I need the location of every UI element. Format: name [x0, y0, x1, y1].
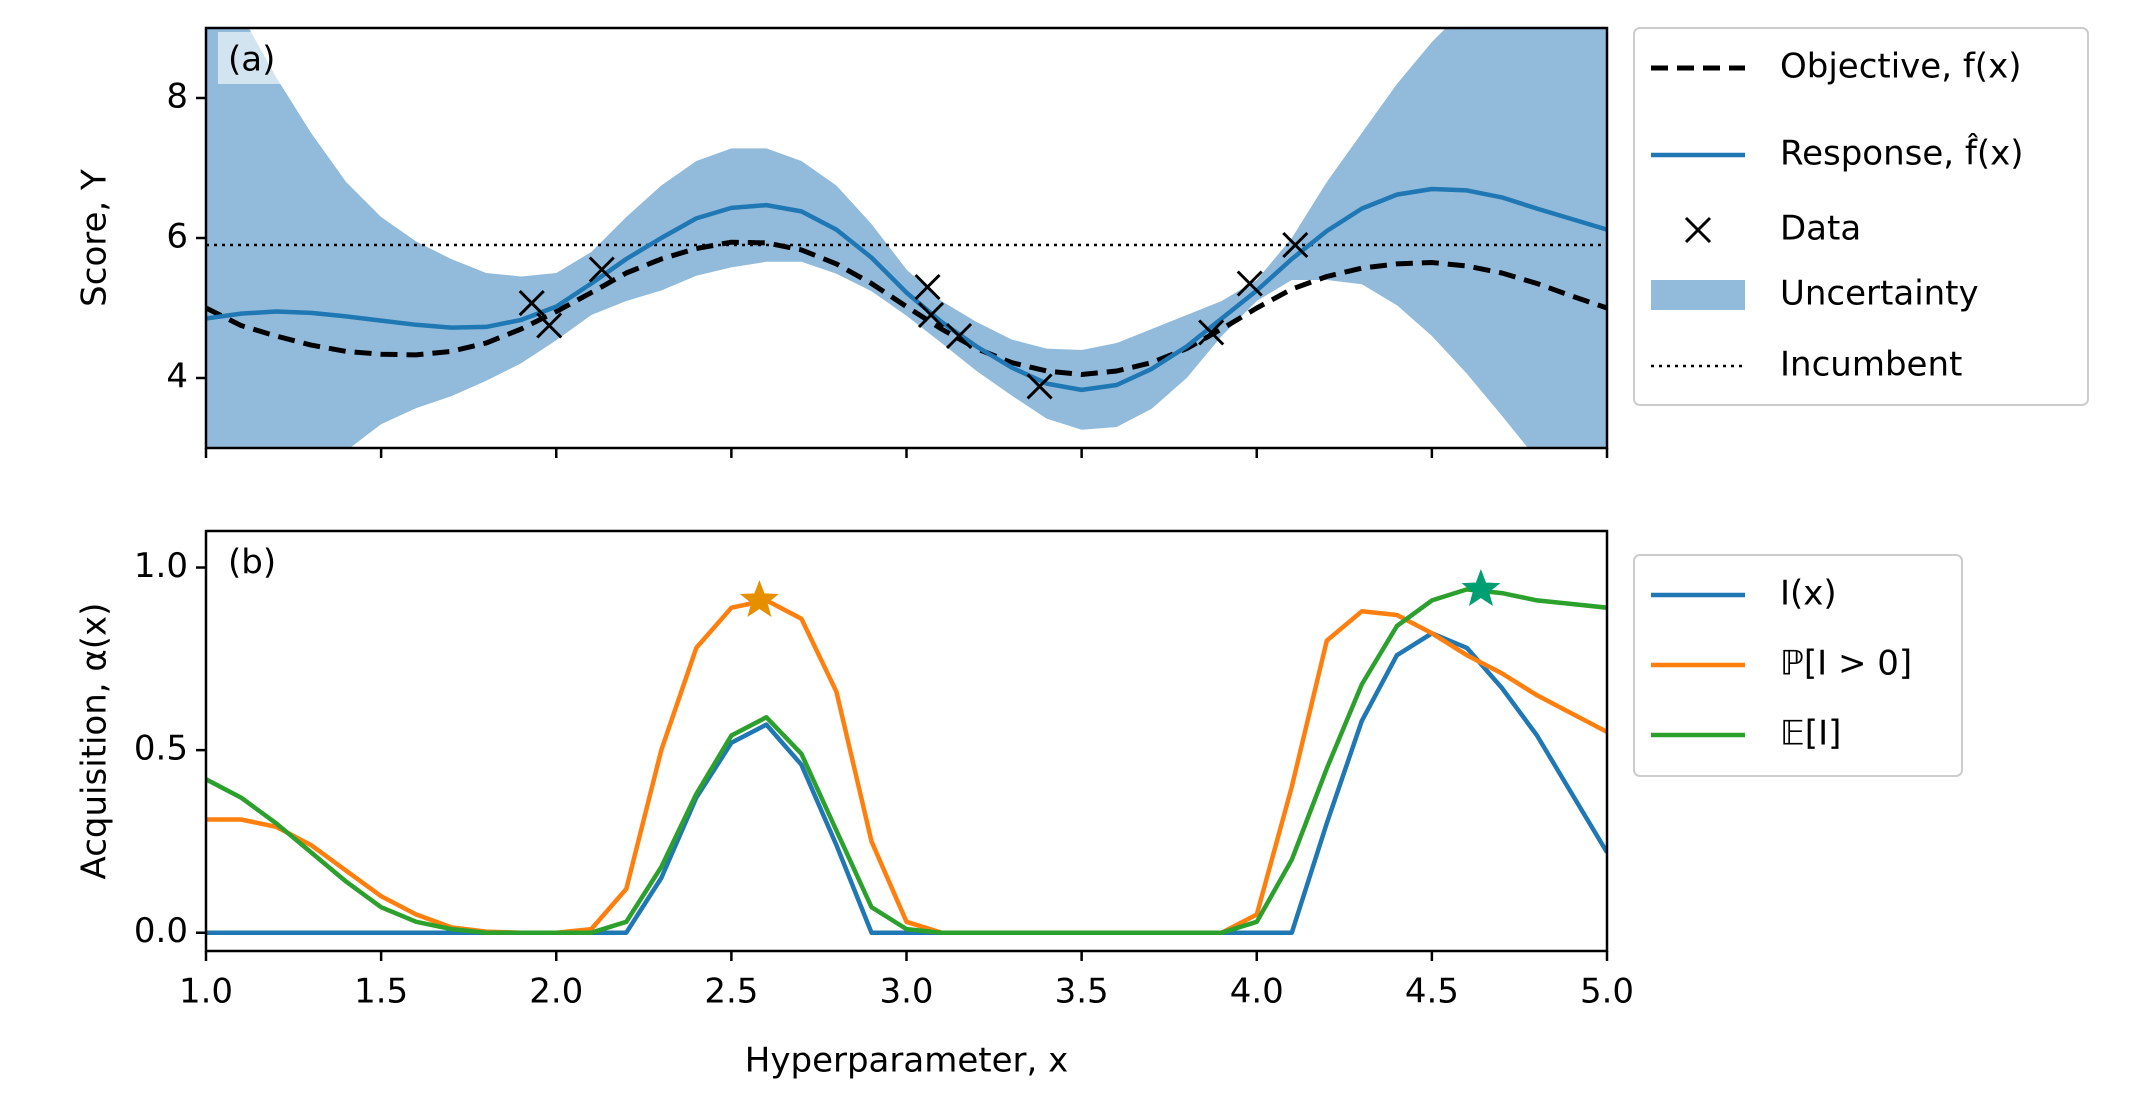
legend-box	[1633, 27, 2089, 406]
x-tick-label: 3.5	[1055, 972, 1109, 1012]
x-tick-label: 5.0	[1580, 972, 1634, 1012]
series-line	[206, 587, 1607, 935]
series-line	[206, 631, 1607, 935]
legend-handle	[1684, 216, 1712, 244]
series-line	[206, 239, 1607, 377]
legend-label: Objective, f(x)	[1780, 47, 2021, 87]
uncertainty-band	[206, 28, 1607, 448]
legend-box	[1633, 554, 1963, 777]
x-tick-label: 4.5	[1405, 972, 1459, 1012]
series-line	[206, 186, 1607, 393]
data-point	[1198, 319, 1225, 346]
panel-label-box	[218, 535, 288, 587]
panel-label-box	[218, 32, 288, 84]
data-point	[914, 273, 941, 301]
y-tick-label: 6	[166, 217, 188, 257]
data-point	[917, 301, 945, 329]
y-tick-label: 8	[166, 77, 188, 117]
maximum-star	[1461, 568, 1501, 606]
maximum-star	[739, 579, 779, 617]
y-axis-label: Acquisition, α(x)	[75, 603, 115, 880]
y-axis-label: Score, Y	[75, 169, 115, 307]
legend-label: Uncertainty	[1780, 274, 1979, 314]
data-point	[1282, 231, 1309, 259]
data-point	[588, 256, 615, 283]
legend-label: I(x)	[1780, 574, 1837, 614]
series-line	[206, 598, 1607, 935]
data-point	[518, 290, 545, 317]
x-tick-label: 2.5	[704, 972, 758, 1012]
legend-label: Incumbent	[1780, 345, 1962, 385]
x-tick-label: 1.5	[354, 972, 408, 1012]
plot-area	[206, 587, 1607, 935]
data-point	[1236, 270, 1263, 297]
panel-label: (b)	[228, 543, 276, 583]
y-tick-label: 4	[166, 357, 188, 397]
data-point	[536, 312, 563, 339]
legend-label: Data	[1780, 209, 1861, 249]
axes-frame	[204, 529, 1609, 953]
legend-handle	[1651, 280, 1745, 310]
data-point	[945, 322, 973, 350]
y-tick-label: 0.5	[134, 729, 188, 769]
data-point	[1026, 373, 1053, 400]
plot-area	[206, 28, 1607, 448]
legend-label: ℙ[I > 0]	[1780, 644, 1912, 684]
legend-label: 𝔼[I]	[1780, 714, 1841, 754]
y-tick-label: 0.0	[134, 911, 188, 951]
legend-label: Response, f̂(x)	[1780, 132, 2024, 173]
x-tick-label: 4.0	[1230, 972, 1284, 1012]
x-axis-label: Hyperparameter, x	[745, 1041, 1068, 1081]
x-tick-label: 1.0	[179, 972, 233, 1012]
y-tick-label: 1.0	[134, 546, 188, 586]
panel-label: (a)	[228, 40, 275, 80]
x-tick-label: 2.0	[529, 972, 583, 1012]
x-tick-label: 3.0	[879, 972, 933, 1012]
